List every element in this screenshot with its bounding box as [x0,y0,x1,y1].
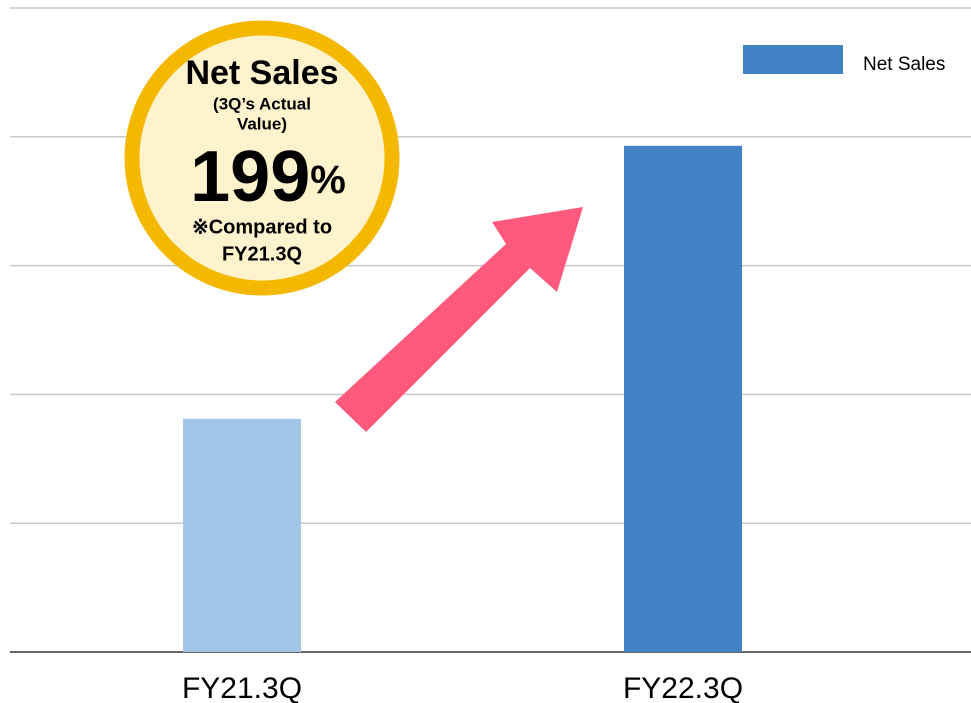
badge-text: Net Sales (3Q’s Actual Value) 199% ※Comp… [185,54,345,265]
badge-note: FY21.3Q [222,243,302,265]
badge-note: ※Compared to [192,216,332,238]
badge-subtitle: Value) [237,114,287,133]
x-tick-label: FY22.3Q [623,672,743,703]
legend-swatch [743,45,843,74]
x-tick-label: FY21.3Q [182,672,302,703]
badge-value: 199% [190,137,346,217]
badge [124,20,400,296]
bar [183,418,301,652]
badge-title: Net Sales [185,54,338,92]
legend: Net Sales [743,45,945,75]
badge-number: 199 [190,137,310,217]
trend-arrow [335,207,583,432]
badge-unit: % [310,158,346,202]
badge-subtitle: (3Q’s Actual [213,94,311,113]
bars [183,145,742,653]
legend-label: Net Sales [863,54,945,75]
bar [624,145,742,653]
